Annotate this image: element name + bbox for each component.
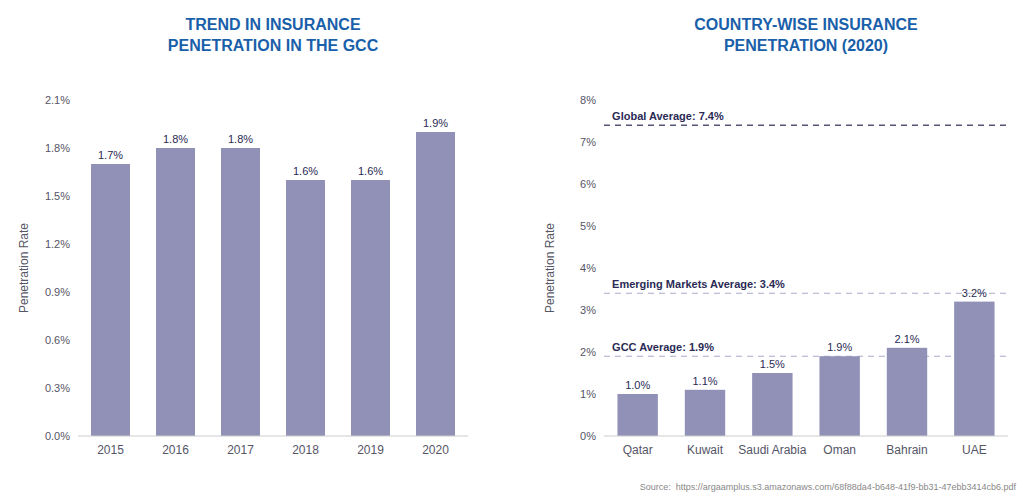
x-tick-label: Qatar [623, 443, 653, 457]
bar [954, 302, 994, 436]
x-tick-label: 2019 [357, 443, 384, 457]
y-tick-label: 1% [580, 388, 596, 400]
plot-area [91, 132, 455, 436]
data-label: 1.6% [358, 165, 383, 177]
y-axis-label: Penetration Rate [543, 223, 557, 313]
data-label: 1.7% [98, 149, 123, 161]
plot-area [604, 125, 1008, 436]
data-label: 3.2% [962, 287, 987, 299]
y-tick-label: 0.3% [45, 382, 70, 394]
y-tick-label: 5% [580, 220, 596, 232]
x-tick-label: 2018 [292, 443, 319, 457]
bar [91, 164, 130, 436]
source-note: Source: https://argaamplus.s3.amazonaws.… [640, 482, 1017, 492]
data-label: 1.8% [163, 133, 188, 145]
reference-line-label: GCC Average: 1.9% [612, 341, 714, 353]
data-label: 1.9% [827, 341, 852, 353]
y-tick-label: 1.5% [45, 190, 70, 202]
y-tick-label: 0.6% [45, 334, 70, 346]
data-label: 1.5% [760, 358, 785, 370]
y-axis-label: Penetration Rate [17, 223, 31, 313]
x-tick-label: Kuwait [687, 443, 724, 457]
y-tick-label: 1.8% [45, 142, 70, 154]
data-label: 1.9% [423, 117, 448, 129]
bar [156, 148, 195, 436]
x-axis-line [604, 436, 1008, 437]
reference-line [604, 293, 1008, 294]
y-tick-label: 2% [580, 346, 596, 358]
bar [617, 394, 657, 436]
data-label: 1.6% [293, 165, 318, 177]
chart-title: TREND IN INSURANCEPENETRATION IN THE GCC [168, 16, 379, 54]
x-tick-label: Bahrain [886, 443, 927, 457]
bar [752, 373, 792, 436]
x-tick-label: 2020 [422, 443, 449, 457]
data-label: 1.0% [625, 379, 650, 391]
y-tick-label: 1.2% [45, 238, 70, 250]
bar [286, 180, 325, 436]
data-label: 2.1% [894, 333, 919, 345]
x-tick-label: 2016 [162, 443, 189, 457]
chart-panel: TREND IN INSURANCEPENETRATION IN THE GCC… [17, 16, 468, 457]
bar [351, 180, 390, 436]
reference-line [604, 124, 1008, 125]
y-tick-label: 3% [580, 304, 596, 316]
y-tick-label: 0.9% [45, 286, 70, 298]
chart-title: COUNTRY-WISE INSURANCEPENETRATION (2020) [694, 16, 918, 54]
bar [221, 148, 260, 436]
x-axis-line [78, 436, 468, 437]
data-label: 1.1% [692, 375, 717, 387]
x-tick-label: 2015 [97, 443, 124, 457]
y-tick-label: 0.0% [45, 430, 70, 442]
bar [819, 356, 859, 436]
chart-canvas: TREND IN INSURANCEPENETRATION IN THE GCC… [0, 0, 1024, 498]
y-tick-label: 6% [580, 178, 596, 190]
x-tick-label: Saudi Arabia [738, 443, 806, 457]
y-tick-label: 4% [580, 262, 596, 274]
chart-panel: COUNTRY-WISE INSURANCEPENETRATION (2020)… [543, 16, 1016, 492]
x-tick-label: Oman [823, 443, 856, 457]
reference-line-label: Emerging Markets Average: 3.4% [612, 278, 785, 290]
reference-line-label: Global Average: 7.4% [612, 110, 724, 122]
y-tick-label: 7% [580, 136, 596, 148]
bar [685, 390, 725, 436]
bar [887, 348, 927, 436]
y-tick-label: 0% [580, 430, 596, 442]
reference-line [604, 356, 1008, 357]
x-tick-label: UAE [962, 443, 987, 457]
data-label: 1.8% [228, 133, 253, 145]
x-tick-label: 2017 [227, 443, 254, 457]
y-tick-label: 8% [580, 94, 596, 106]
y-tick-label: 2.1% [45, 94, 70, 106]
bar [416, 132, 455, 436]
